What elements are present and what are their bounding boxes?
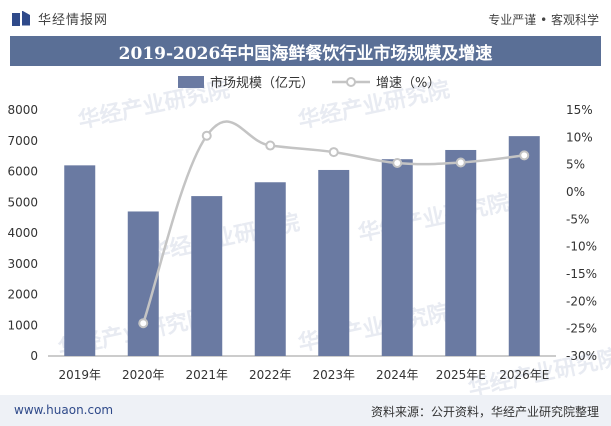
growth-point — [519, 150, 530, 161]
y-right-tick-label: -15% — [566, 267, 597, 281]
bar — [381, 159, 413, 356]
watermark-text: 华经产业研究院 — [76, 76, 232, 133]
y-left-tick-label: 6000 — [7, 165, 38, 179]
growth-point — [392, 158, 403, 169]
brand-logo-icon — [12, 10, 32, 27]
bar — [445, 149, 477, 356]
chart-title-bar: 2019-2026年中国海鲜餐饮行业市场规模及增速 — [10, 36, 601, 66]
bar — [508, 136, 540, 356]
y-right-tick-label: 15% — [566, 103, 593, 117]
y-right-tick-label: -25% — [566, 322, 597, 336]
y-left-tick-label: 7000 — [7, 134, 38, 148]
growth-point — [138, 318, 149, 329]
x-tick-label: 2025年E — [436, 368, 486, 382]
bar — [254, 182, 286, 356]
legend-bar-label: 市场规模（亿元） — [210, 75, 314, 91]
growth-point — [455, 157, 466, 168]
growth-line-path — [142, 120, 525, 324]
growth-point — [201, 130, 212, 141]
y-left-tick-label: 1000 — [7, 318, 38, 332]
brand[interactable]: 华经情报网 — [12, 9, 108, 28]
y-left-tick-label: 8000 — [7, 103, 38, 117]
bars — [64, 136, 540, 356]
slogan: 专业严谨 • 客观科学 — [488, 13, 599, 27]
x-tick-label: 2020年 — [122, 368, 165, 382]
y-right-tick-label: -20% — [566, 294, 597, 308]
growth-line — [138, 120, 530, 329]
bar — [64, 165, 96, 356]
y-right-tick-label: 0% — [566, 185, 585, 199]
chart-title: 2019-2026年中国海鲜餐饮行业市场规模及增速 — [118, 43, 493, 64]
source-note: 资料来源：公开资料，华经产业研究院整理 — [370, 405, 599, 419]
legend-line-label: 增速（%） — [376, 76, 440, 91]
x-tick-label: 2022年 — [249, 368, 292, 382]
y-left-tick-label: 0 — [30, 349, 38, 363]
legend-bar-swatch — [178, 76, 204, 88]
footer: www.huaon.com 资料来源：公开资料，华经产业研究院整理 — [0, 395, 611, 426]
y-right-tick-label: -30% — [566, 349, 597, 363]
growth-point — [265, 140, 276, 151]
x-tick-label: 2019年 — [58, 368, 101, 382]
y-left-tick-label: 5000 — [7, 195, 38, 209]
y-right-tick-label: 10% — [566, 130, 593, 144]
x-tick-label: 2026年E — [499, 368, 549, 382]
website-link[interactable]: www.huaon.com — [14, 403, 114, 417]
growth-point — [328, 147, 339, 158]
x-tick-label: 2024年 — [376, 368, 419, 382]
brand-name: 华经情报网 — [38, 13, 109, 28]
legend: 市场规模（亿元） 增速（%） — [178, 75, 440, 91]
watermark-text: 华经产业研究院 — [356, 189, 512, 246]
bar — [318, 169, 350, 356]
y-left-tick-label: 4000 — [7, 226, 38, 240]
y-right-tick-label: -5% — [566, 212, 589, 226]
y-right-tick-label: -10% — [566, 240, 597, 254]
legend-line-marker — [346, 77, 356, 87]
x-tick-label: 2023年 — [312, 368, 355, 382]
y-left-tick-label: 3000 — [7, 257, 38, 271]
y-left-tick-label: 2000 — [7, 288, 38, 302]
x-tick-label: 2021年 — [185, 368, 228, 382]
header: 华经情报网 专业严谨 • 客观科学 — [0, 0, 611, 36]
y-right-tick-label: 5% — [566, 158, 585, 172]
bar — [191, 196, 223, 356]
